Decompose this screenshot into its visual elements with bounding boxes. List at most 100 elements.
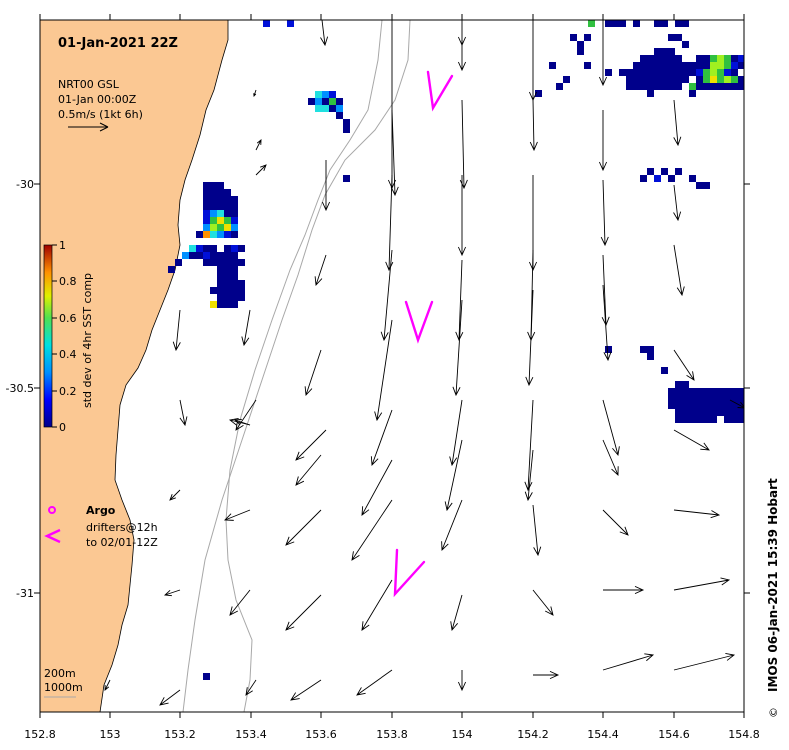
sst-std-cell [717, 395, 724, 402]
sst-std-cell [710, 395, 717, 402]
sst-std-cell [203, 189, 210, 196]
sst-std-cell [217, 224, 224, 231]
sst-std-cell [654, 48, 661, 55]
sst-std-cell [717, 62, 724, 69]
sst-std-cell [647, 346, 654, 353]
current-vector [602, 439, 619, 477]
sst-std-cell [196, 252, 203, 259]
sst-std-cell [329, 91, 336, 98]
current-vector [370, 409, 393, 467]
sst-std-cell [710, 409, 717, 416]
sst-std-cell [675, 76, 682, 83]
sst-std-cell [182, 252, 189, 259]
sst-std-cell [661, 83, 668, 90]
sst-std-cell [626, 69, 633, 76]
current-vector [673, 184, 682, 222]
current-vector [163, 589, 181, 597]
sst-std-cell [668, 388, 675, 395]
sst-std-cell [203, 259, 210, 266]
sst-std-cell [231, 245, 238, 252]
sst-std-cell [217, 287, 224, 294]
sst-std-cell [203, 182, 210, 189]
sst-std-cell [563, 76, 570, 83]
sst-std-cell [703, 62, 710, 69]
sst-std-cell [661, 168, 668, 175]
sst-std-cell [343, 175, 350, 182]
sst-std-cell [238, 287, 245, 294]
sst-std-cell [696, 83, 703, 90]
current-vector [673, 99, 682, 147]
sst-std-cell [738, 395, 744, 402]
sst-std-cell [710, 402, 717, 409]
sst-std-cell [231, 224, 238, 231]
sst-std-cell [647, 62, 654, 69]
current-vector [459, 99, 468, 190]
sst-std-cell [231, 252, 238, 259]
sst-std-cell [217, 266, 224, 273]
sst-std-cell [231, 196, 238, 203]
sst-std-cell [570, 34, 577, 41]
sst-std-cell [668, 34, 675, 41]
sst-std-cell [724, 69, 731, 76]
sst-std-cell [647, 69, 654, 76]
sst-std-cell [210, 245, 217, 252]
sst-std-cell [724, 388, 731, 395]
sst-std-cell [696, 402, 703, 409]
sst-std-cell [724, 62, 731, 69]
sst-std-cell [675, 62, 682, 69]
sst-std-cell [682, 20, 689, 27]
drifter-1 [426, 70, 454, 112]
sst-std-cell [654, 76, 661, 83]
sst-std-cell [647, 76, 654, 83]
copyright-icon: © [767, 707, 780, 718]
y-tick-30-5: -30.5 [6, 382, 34, 395]
isobath-200m [225, 20, 383, 712]
sst-std-cell [661, 48, 668, 55]
sst-std-cell [661, 69, 668, 76]
sst-std-cell [231, 210, 238, 217]
scale-arrow [68, 122, 109, 132]
drifters-label-2: to 02/01-12Z [86, 536, 158, 549]
current-vector [529, 99, 538, 152]
drifter-2 [404, 300, 434, 344]
current-vector [314, 254, 327, 287]
sst-std-cell [710, 388, 717, 395]
sst-std-cell [217, 210, 224, 217]
sst-std-cell [217, 231, 224, 238]
sst-std-cell [210, 231, 217, 238]
sst-std-cell [731, 416, 738, 423]
sst-std-cell [224, 245, 231, 252]
y-tick-30: -30 [16, 178, 34, 191]
current-vector [441, 499, 463, 552]
sst-std-cell [717, 76, 724, 83]
current-vector [455, 259, 464, 342]
sst-std-cell [605, 69, 612, 76]
current-vector [255, 164, 267, 176]
colorbar-tick-0: 0 [59, 421, 66, 434]
sst-std-cell [588, 20, 595, 27]
sst-std-cell [217, 294, 224, 301]
sst-std-cell [682, 76, 689, 83]
current-vector [532, 589, 554, 616]
sst-std-cell [210, 203, 217, 210]
sst-std-cell [633, 83, 640, 90]
sst-std-cell [210, 217, 217, 224]
sst-std-cell [675, 83, 682, 90]
current-vector [532, 504, 542, 557]
sst-std-cell [668, 76, 675, 83]
sst-std-cell [689, 409, 696, 416]
sst-std-cell [675, 409, 682, 416]
drifter-3 [393, 548, 426, 598]
sst-std-cell [224, 266, 231, 273]
colorbar-tick-0-4: 0.4 [59, 348, 77, 361]
current-vector [179, 399, 188, 427]
sst-std-cell [654, 55, 661, 62]
sst-std-cell [203, 203, 210, 210]
sst-std-cell [217, 259, 224, 266]
current-vector [598, 110, 608, 172]
sst-std-cell [703, 182, 710, 189]
sst-std-cell [654, 20, 661, 27]
sst-std-cell [731, 402, 738, 409]
sst-std-cell [238, 294, 245, 301]
sst-std-cell [203, 210, 210, 217]
